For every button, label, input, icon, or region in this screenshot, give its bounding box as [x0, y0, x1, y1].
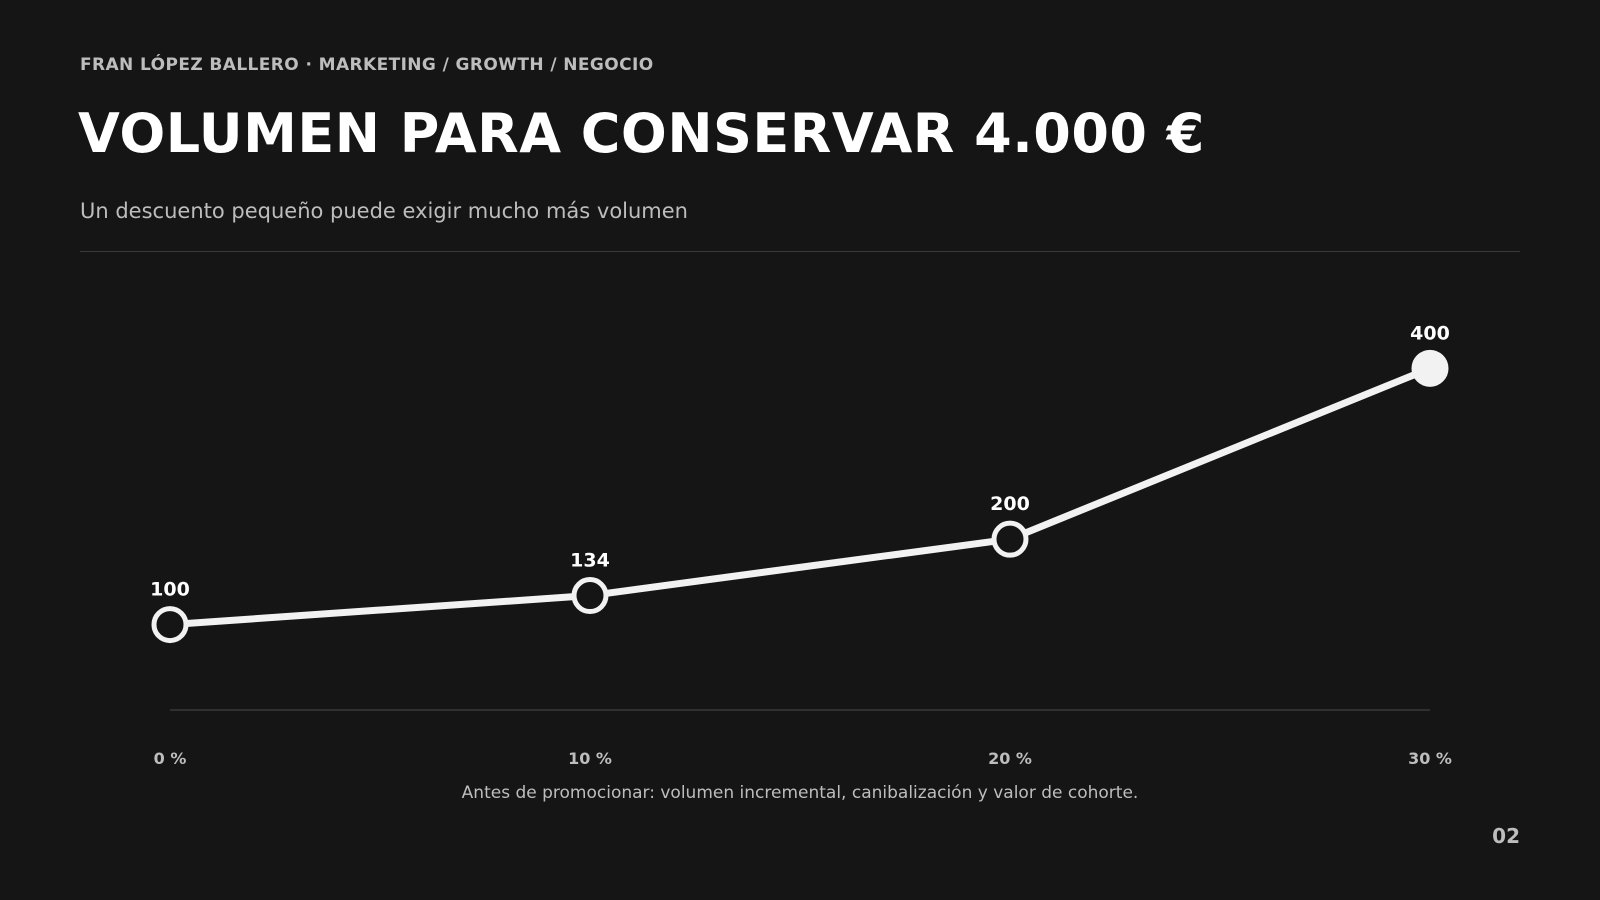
x-tick-label: 0 %	[154, 749, 187, 768]
data-label: 134	[570, 550, 610, 572]
eyebrow-author: FRAN LÓPEZ BALLERO · MARKETING / GROWTH …	[80, 55, 654, 75]
data-label: 100	[150, 579, 190, 601]
series-line	[166, 364, 1434, 629]
x-tick-label: 30 %	[1408, 749, 1452, 768]
page-title: VOLUMEN PARA CONSERVAR 4.000 €	[78, 102, 1205, 165]
header-divider	[80, 251, 1520, 252]
page-number: 02	[1492, 824, 1520, 848]
data-label: 200	[990, 493, 1030, 515]
data-point	[151, 606, 189, 644]
data-point	[1411, 349, 1449, 387]
data-point	[571, 577, 609, 615]
chart-footnote: Antes de promocionar: volumen incrementa…	[461, 783, 1139, 803]
page-subtitle: Un descuento pequeño puede exigir mucho …	[80, 199, 688, 223]
data-label: 400	[1410, 322, 1450, 344]
data-point	[991, 520, 1029, 558]
x-tick-label: 10 %	[568, 749, 612, 768]
x-tick-label: 20 %	[988, 749, 1032, 768]
